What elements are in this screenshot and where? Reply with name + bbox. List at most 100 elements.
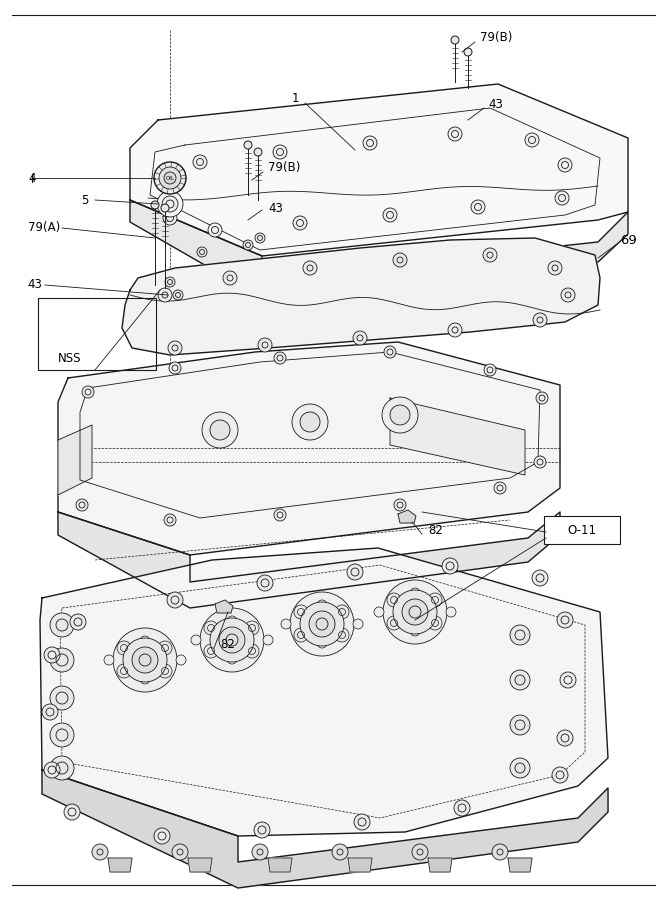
Polygon shape	[130, 84, 628, 256]
Circle shape	[428, 616, 442, 630]
Circle shape	[383, 208, 397, 222]
Polygon shape	[268, 858, 292, 872]
Text: 79(B): 79(B)	[268, 161, 300, 175]
Polygon shape	[215, 600, 233, 613]
Circle shape	[558, 158, 572, 172]
Text: NSS: NSS	[58, 352, 81, 365]
Circle shape	[510, 715, 530, 735]
Circle shape	[533, 313, 547, 327]
Polygon shape	[58, 342, 560, 555]
Circle shape	[117, 664, 131, 678]
Text: 82: 82	[220, 638, 235, 652]
Circle shape	[82, 386, 94, 398]
Circle shape	[42, 704, 58, 720]
Circle shape	[163, 211, 177, 225]
Circle shape	[252, 844, 268, 860]
Text: 79(B): 79(B)	[480, 32, 512, 44]
Polygon shape	[390, 398, 525, 475]
Circle shape	[410, 626, 420, 636]
Circle shape	[484, 364, 496, 376]
Circle shape	[384, 346, 396, 358]
Circle shape	[354, 814, 370, 830]
Circle shape	[197, 247, 207, 257]
Circle shape	[223, 271, 237, 285]
Circle shape	[193, 155, 207, 169]
Circle shape	[335, 628, 349, 642]
Circle shape	[132, 647, 158, 673]
Circle shape	[525, 133, 539, 147]
Circle shape	[243, 240, 253, 250]
Circle shape	[294, 605, 308, 619]
Circle shape	[273, 145, 287, 159]
Circle shape	[154, 162, 186, 194]
Circle shape	[164, 172, 176, 184]
Circle shape	[227, 616, 237, 626]
Circle shape	[245, 621, 259, 635]
Circle shape	[168, 341, 182, 355]
Polygon shape	[188, 858, 212, 872]
Polygon shape	[122, 238, 600, 355]
Text: OIL: OIL	[165, 176, 175, 181]
Circle shape	[560, 672, 576, 688]
Polygon shape	[58, 512, 560, 608]
Circle shape	[494, 482, 506, 494]
Circle shape	[555, 191, 569, 205]
Circle shape	[113, 628, 177, 692]
Text: 1: 1	[291, 92, 299, 104]
Circle shape	[274, 509, 286, 521]
Circle shape	[255, 233, 265, 243]
Text: 43: 43	[27, 278, 42, 292]
Circle shape	[335, 605, 349, 619]
Circle shape	[557, 730, 573, 746]
Circle shape	[290, 592, 354, 656]
Circle shape	[210, 420, 230, 440]
FancyBboxPatch shape	[544, 516, 620, 544]
Polygon shape	[508, 858, 532, 872]
Polygon shape	[108, 858, 132, 872]
Circle shape	[393, 590, 437, 634]
Circle shape	[402, 599, 428, 625]
Circle shape	[382, 397, 418, 433]
Text: O-11: O-11	[568, 524, 596, 536]
Circle shape	[50, 756, 74, 780]
Text: 79(A): 79(A)	[28, 221, 60, 235]
Circle shape	[412, 844, 428, 860]
Circle shape	[204, 621, 218, 635]
Circle shape	[172, 844, 188, 860]
Circle shape	[292, 404, 328, 440]
Circle shape	[353, 619, 363, 629]
Circle shape	[64, 804, 80, 820]
Circle shape	[140, 674, 150, 684]
Circle shape	[204, 644, 218, 658]
Circle shape	[552, 767, 568, 783]
Circle shape	[561, 288, 575, 302]
Circle shape	[451, 36, 459, 44]
Circle shape	[50, 686, 74, 710]
Circle shape	[446, 607, 456, 617]
Circle shape	[244, 141, 252, 149]
Circle shape	[532, 570, 548, 586]
Circle shape	[510, 758, 530, 778]
Circle shape	[393, 253, 407, 267]
Circle shape	[258, 338, 272, 352]
Circle shape	[492, 844, 508, 860]
Circle shape	[50, 613, 74, 637]
Circle shape	[158, 288, 172, 302]
Circle shape	[534, 456, 546, 468]
Circle shape	[76, 499, 88, 511]
Circle shape	[300, 412, 320, 432]
Circle shape	[162, 196, 178, 212]
Circle shape	[383, 580, 447, 644]
Circle shape	[464, 48, 472, 56]
Polygon shape	[58, 425, 92, 495]
Circle shape	[274, 352, 286, 364]
Circle shape	[317, 600, 327, 610]
Circle shape	[471, 200, 485, 214]
Polygon shape	[428, 858, 452, 872]
Circle shape	[281, 619, 291, 629]
Circle shape	[548, 261, 562, 275]
Circle shape	[44, 762, 60, 778]
Circle shape	[117, 641, 131, 655]
Text: 43: 43	[488, 98, 503, 112]
Text: 4: 4	[28, 172, 36, 184]
